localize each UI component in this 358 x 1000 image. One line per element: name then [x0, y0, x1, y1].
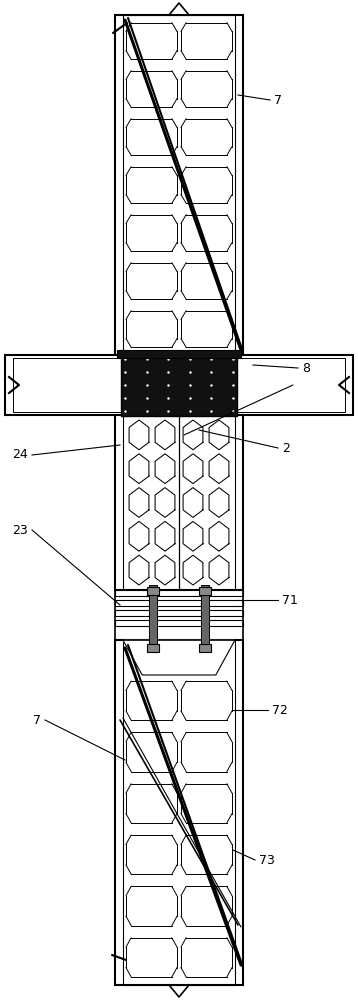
Bar [115, 415, 243, 590]
Bar [199, 587, 211, 595]
Bar [147, 587, 159, 595]
Text: 7: 7 [33, 714, 41, 726]
Bar [115, 600, 243, 606]
Bar [123, 415, 235, 590]
Bar [115, 640, 243, 985]
Bar [115, 610, 243, 616]
Bar [115, 590, 243, 596]
Text: 23: 23 [12, 524, 28, 536]
Text: 8: 8 [302, 361, 310, 374]
Bar [149, 585, 158, 650]
Bar [199, 644, 211, 652]
Text: 24: 24 [12, 448, 28, 462]
Bar [123, 640, 235, 985]
Polygon shape [123, 640, 235, 675]
Text: 73: 73 [259, 854, 275, 866]
Bar [5, 355, 353, 415]
Text: 2: 2 [282, 442, 290, 454]
Bar [200, 585, 209, 650]
Bar [115, 620, 243, 626]
Text: 7: 7 [274, 94, 282, 106]
Bar [121, 354, 237, 416]
Bar [123, 15, 235, 355]
Bar [115, 590, 243, 640]
Text: 71: 71 [282, 593, 298, 606]
Bar [115, 15, 243, 355]
Bar [117, 350, 241, 358]
Bar [13, 358, 345, 412]
Text: 72: 72 [272, 704, 288, 716]
Bar [147, 644, 159, 652]
